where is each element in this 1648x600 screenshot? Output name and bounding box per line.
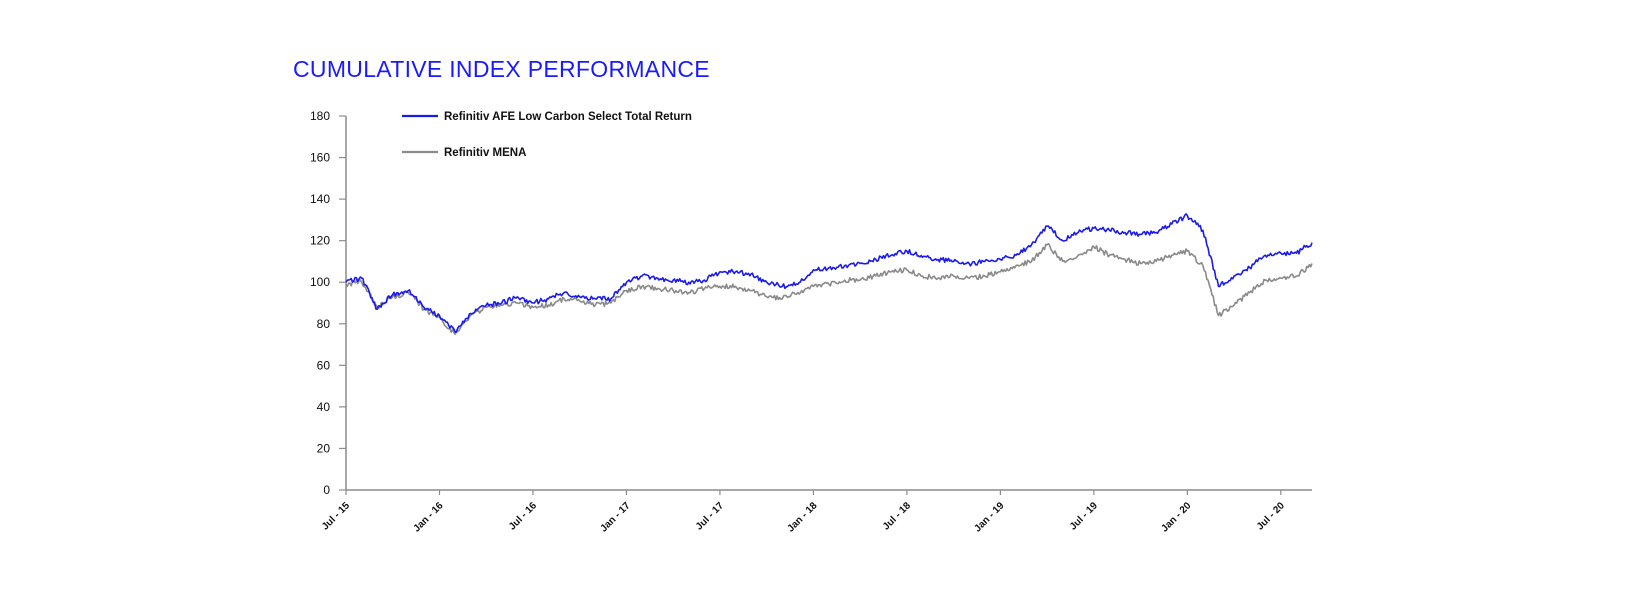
y-axis-ticks: 0 20 40 60 80 100 120 140 160 180 — [310, 109, 346, 497]
series-line — [345, 242, 1313, 335]
y-tick-label: 140 — [310, 192, 330, 206]
x-tick-label: Jul - 17 — [694, 500, 726, 532]
series-line — [345, 213, 1313, 333]
y-tick-label: 120 — [310, 234, 330, 248]
series-lines — [345, 213, 1313, 335]
legend-label: Refinitiv MENA — [444, 147, 526, 159]
x-tick-label: Jul - 16 — [507, 500, 539, 532]
y-tick-label: 40 — [317, 400, 331, 414]
y-tick-label: 100 — [310, 275, 330, 289]
x-axis-ticks: Jul - 15 Jan - 16 Jul - 16 Jan - 17 Jul - 17… — [320, 490, 1287, 534]
x-tick-label: Jan - 16 — [411, 500, 445, 534]
y-tick-label: 180 — [310, 109, 330, 123]
y-tick-label: 160 — [310, 151, 330, 165]
chart-title: CUMULATIVE INDEX PERFORMANCE — [293, 56, 710, 82]
x-tick-label: Jul - 15 — [320, 500, 352, 532]
y-tick-label: 80 — [317, 317, 331, 331]
x-tick-label: Jan - 17 — [598, 500, 632, 534]
legend: Refinitiv AFE Low Carbon Select Total Re… — [402, 111, 692, 159]
x-tick-label: Jul - 19 — [1068, 500, 1100, 532]
x-tick-label: Jul - 18 — [881, 500, 913, 532]
x-tick-label: Jan - 20 — [1159, 500, 1193, 534]
x-tick-label: Jan - 18 — [785, 500, 819, 534]
legend-label: Refinitiv AFE Low Carbon Select Total Re… — [444, 111, 692, 123]
y-tick-label: 20 — [317, 441, 331, 455]
x-tick-label: Jan - 19 — [972, 500, 1006, 534]
y-tick-label: 60 — [317, 358, 331, 372]
y-tick-label: 0 — [323, 483, 330, 497]
x-tick-label: Jul - 20 — [1255, 500, 1287, 532]
